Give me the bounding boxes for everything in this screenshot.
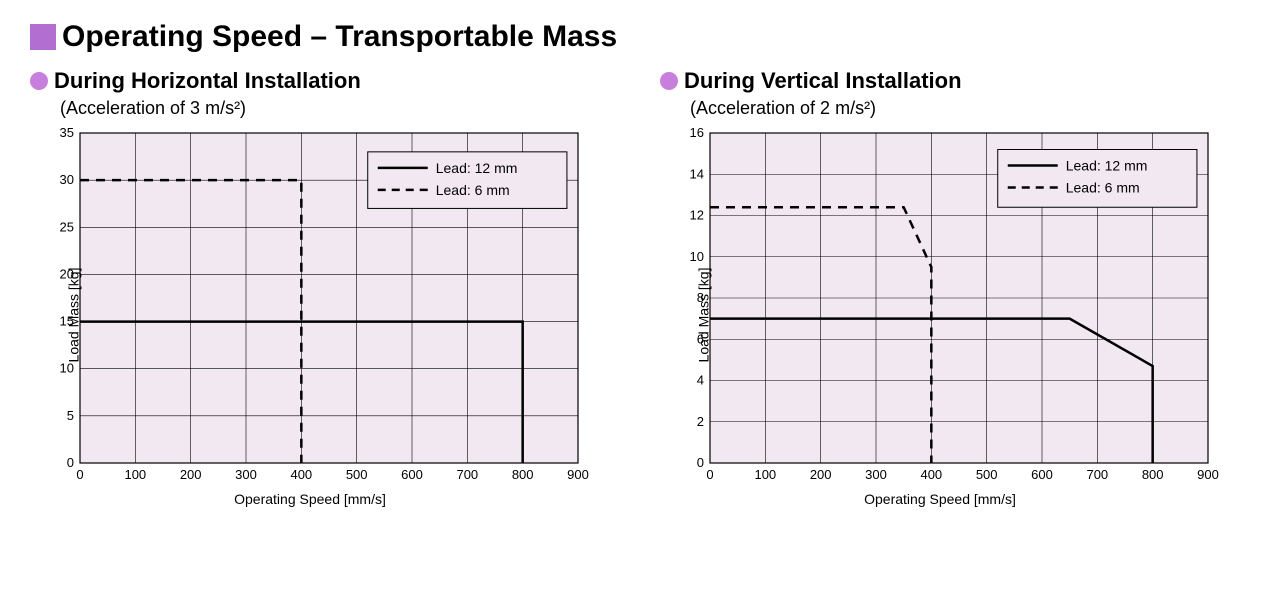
svg-text:100: 100 xyxy=(124,467,146,482)
svg-text:12: 12 xyxy=(690,208,704,223)
svg-text:300: 300 xyxy=(235,467,257,482)
svg-text:Lead: 6 mm: Lead: 6 mm xyxy=(1066,180,1140,196)
svg-text:500: 500 xyxy=(976,467,998,482)
svg-text:0: 0 xyxy=(706,467,713,482)
svg-text:900: 900 xyxy=(1197,467,1219,482)
chart-horizontal: During Horizontal Installation (Accelera… xyxy=(30,68,620,505)
svg-text:0: 0 xyxy=(697,455,704,470)
square-bullet-icon xyxy=(30,24,56,50)
svg-text:Lead: 6 mm: Lead: 6 mm xyxy=(436,182,510,198)
chart-subtitle: During Vertical Installation xyxy=(684,68,962,94)
svg-text:Lead: 12 mm: Lead: 12 mm xyxy=(1066,158,1148,174)
chart-acceleration-note: (Acceleration of 3 m/s²) xyxy=(60,98,620,119)
svg-text:4: 4 xyxy=(697,373,704,388)
svg-text:Lead: 12 mm: Lead: 12 mm xyxy=(436,160,518,176)
chart-subtitle: During Horizontal Installation xyxy=(54,68,361,94)
svg-text:10: 10 xyxy=(60,361,74,376)
main-title-row: Operating Speed – Transportable Mass xyxy=(30,20,1250,54)
svg-text:30: 30 xyxy=(60,172,74,187)
y-axis-label: Load Mass [kg] xyxy=(65,268,81,363)
chart-plot: 0100200300400500600700800900024681012141… xyxy=(660,125,1220,505)
x-axis-label: Operating Speed [mm/s] xyxy=(864,491,1016,507)
svg-text:200: 200 xyxy=(180,467,202,482)
svg-text:10: 10 xyxy=(690,249,704,264)
svg-text:700: 700 xyxy=(456,467,478,482)
svg-text:0: 0 xyxy=(76,467,83,482)
svg-text:800: 800 xyxy=(512,467,534,482)
chart-plot: 0100200300400500600700800900051015202530… xyxy=(30,125,590,505)
svg-text:25: 25 xyxy=(60,219,74,234)
circle-bullet-icon xyxy=(30,72,48,90)
x-axis-label: Operating Speed [mm/s] xyxy=(234,491,386,507)
svg-text:400: 400 xyxy=(290,467,312,482)
circle-bullet-icon xyxy=(660,72,678,90)
svg-text:0: 0 xyxy=(67,455,74,470)
svg-text:16: 16 xyxy=(690,125,704,140)
y-axis-label: Load Mass [kg] xyxy=(695,268,711,363)
svg-text:500: 500 xyxy=(346,467,368,482)
svg-text:35: 35 xyxy=(60,125,74,140)
svg-text:900: 900 xyxy=(567,467,589,482)
svg-text:400: 400 xyxy=(920,467,942,482)
svg-text:700: 700 xyxy=(1086,467,1108,482)
chart-acceleration-note: (Acceleration of 2 m/s²) xyxy=(690,98,1250,119)
charts-row: During Horizontal Installation (Accelera… xyxy=(30,68,1250,505)
svg-text:14: 14 xyxy=(690,166,704,181)
svg-text:600: 600 xyxy=(401,467,423,482)
main-title: Operating Speed – Transportable Mass xyxy=(62,20,617,54)
svg-text:200: 200 xyxy=(810,467,832,482)
svg-text:600: 600 xyxy=(1031,467,1053,482)
svg-text:5: 5 xyxy=(67,408,74,423)
svg-text:100: 100 xyxy=(754,467,776,482)
chart-vertical: During Vertical Installation (Accelerati… xyxy=(660,68,1250,505)
svg-text:2: 2 xyxy=(697,414,704,429)
svg-text:300: 300 xyxy=(865,467,887,482)
svg-text:800: 800 xyxy=(1142,467,1164,482)
